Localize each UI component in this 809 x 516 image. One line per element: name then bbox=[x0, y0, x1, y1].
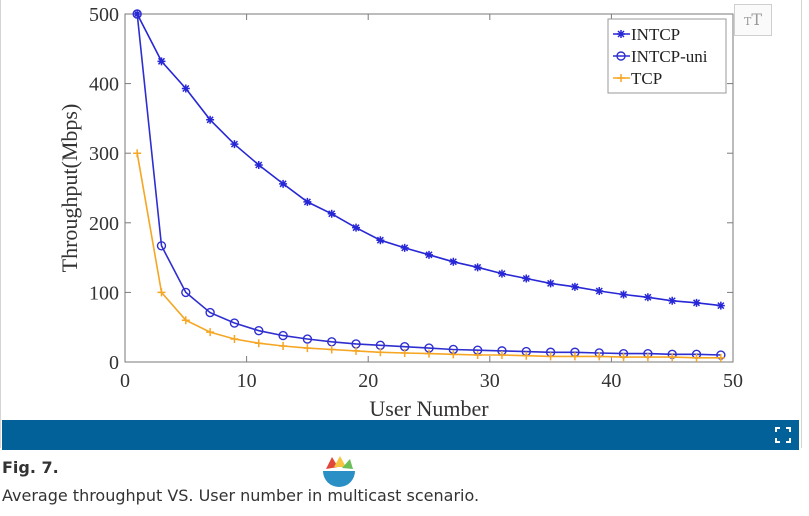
legend-item: INTCP-uni bbox=[613, 47, 708, 66]
data-point bbox=[668, 296, 677, 305]
data-point bbox=[692, 353, 701, 362]
data-point bbox=[570, 282, 579, 291]
figure-caption: Average throughput VS. User number in mu… bbox=[2, 486, 480, 505]
data-point bbox=[425, 250, 433, 259]
x-tick-label: 0 bbox=[120, 370, 130, 392]
data-point bbox=[254, 325, 264, 336]
data-point bbox=[352, 223, 361, 232]
legend-label: TCP bbox=[631, 69, 662, 88]
data-point bbox=[692, 298, 701, 307]
y-tick-label: 300 bbox=[89, 143, 119, 165]
y-tick-label: 400 bbox=[89, 74, 119, 96]
data-point bbox=[522, 351, 531, 360]
figure-frame: 0 10 20 30 40 50 0 100 200 300 400 500 INTCP INTCP-u… bbox=[0, 0, 802, 448]
figure-toolbar bbox=[2, 420, 799, 450]
data-point bbox=[133, 149, 142, 158]
series-tcp bbox=[133, 149, 725, 362]
y-tick-label: 200 bbox=[89, 213, 119, 235]
legend-item: TCP bbox=[613, 69, 662, 88]
data-point bbox=[229, 318, 240, 328]
x-tick-label: 50 bbox=[723, 370, 743, 392]
data-point bbox=[181, 84, 190, 93]
y-axis-label: Throughput(Mbps) bbox=[57, 104, 82, 273]
data-point bbox=[400, 243, 409, 252]
data-point bbox=[716, 301, 725, 310]
data-point bbox=[181, 287, 191, 298]
data-point bbox=[157, 288, 166, 297]
data-point bbox=[376, 348, 385, 357]
data-point bbox=[546, 279, 555, 288]
x-tick-label: 10 bbox=[237, 370, 257, 392]
data-point bbox=[303, 344, 312, 353]
data-point bbox=[254, 161, 263, 170]
data-point bbox=[668, 353, 677, 362]
data-point bbox=[230, 335, 239, 344]
data-point bbox=[497, 351, 506, 360]
data-point bbox=[473, 263, 482, 272]
data-point bbox=[133, 10, 142, 18]
data-point bbox=[522, 274, 531, 283]
x-tick-label: 20 bbox=[358, 370, 378, 392]
data-point bbox=[278, 330, 288, 341]
legend-label: INTCP bbox=[631, 25, 680, 44]
data-point bbox=[157, 57, 166, 66]
legend-label: INTCP-uni bbox=[631, 47, 708, 66]
data-point bbox=[449, 257, 458, 266]
data-point bbox=[302, 334, 313, 344]
text-size-button[interactable]: TT bbox=[734, 4, 772, 36]
data-point bbox=[327, 345, 336, 354]
y-tick-label: 0 bbox=[109, 352, 119, 374]
text-size-icon: TT bbox=[743, 10, 762, 29]
data-point bbox=[303, 197, 312, 206]
series-intcp bbox=[133, 10, 725, 310]
expand-icon[interactable] bbox=[775, 427, 791, 443]
data-point bbox=[279, 179, 288, 188]
legend-marker bbox=[617, 30, 625, 38]
data-point bbox=[570, 352, 579, 361]
data-point bbox=[497, 269, 506, 278]
data-point bbox=[449, 350, 458, 359]
figure-label: Fig. 7. bbox=[2, 458, 59, 477]
data-point bbox=[619, 290, 628, 299]
data-point bbox=[595, 352, 604, 361]
legend-marker bbox=[617, 74, 625, 82]
data-point bbox=[327, 209, 336, 218]
data-point bbox=[425, 349, 433, 358]
x-tick-label: 30 bbox=[480, 370, 500, 392]
data-point bbox=[643, 353, 652, 362]
data-point bbox=[206, 115, 215, 124]
data-point bbox=[230, 140, 239, 149]
data-point bbox=[400, 348, 409, 357]
data-point bbox=[156, 241, 167, 251]
legend-marker bbox=[616, 51, 626, 61]
data-point bbox=[546, 352, 555, 361]
data-point bbox=[716, 353, 725, 362]
data-point bbox=[205, 307, 215, 318]
logo-icon bbox=[323, 456, 355, 487]
data-point bbox=[352, 346, 361, 355]
x-axis-label: User Number bbox=[369, 396, 489, 420]
data-point bbox=[181, 316, 190, 325]
data-point bbox=[254, 339, 263, 348]
data-point bbox=[132, 9, 142, 19]
x-tick-label: 40 bbox=[601, 370, 621, 392]
data-point bbox=[279, 341, 288, 350]
y-tick-label: 500 bbox=[89, 4, 119, 26]
legend-item: INTCP bbox=[613, 25, 680, 44]
data-point bbox=[376, 236, 385, 245]
data-point bbox=[473, 351, 482, 360]
data-point bbox=[595, 287, 604, 296]
data-point bbox=[206, 328, 215, 337]
data-point bbox=[619, 353, 628, 362]
y-tick-label: 100 bbox=[89, 282, 119, 304]
data-point bbox=[643, 293, 652, 302]
